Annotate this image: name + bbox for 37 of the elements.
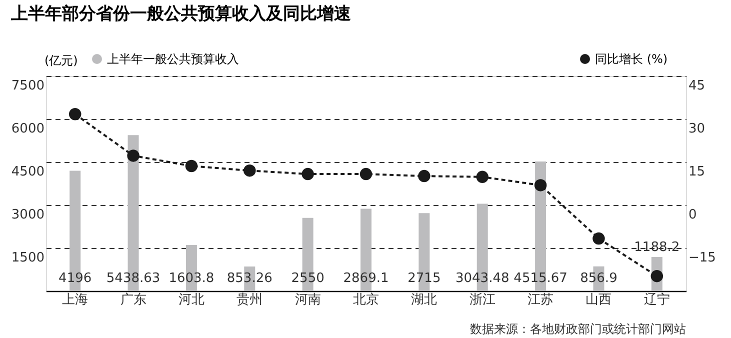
y2-tick-label: 45 — [688, 78, 706, 94]
data-label: 1603.8 — [168, 271, 214, 286]
data-label: 4196 — [58, 271, 92, 286]
y2-tick-label: −15 — [688, 250, 716, 266]
x-tick-label: 辽宁 — [644, 292, 670, 308]
data-label: 5438.63 — [106, 271, 160, 286]
x-tick-label: 河南 — [294, 292, 321, 308]
y2-tick-label: 0 — [688, 208, 697, 222]
data-label: 853.26 — [226, 271, 272, 286]
y-tick-label: 4500 — [11, 164, 44, 180]
x-tick-label: 河北 — [178, 292, 204, 308]
y-tick-label: 1500 — [11, 250, 44, 266]
data-label: 1188.2 — [634, 240, 680, 255]
source-note: 数据来源：各地财政部门或统计部门网站 — [470, 322, 686, 336]
x-tick-label: 山西 — [586, 292, 612, 308]
x-tick-label: 北京 — [353, 292, 379, 308]
data-label: 856.9 — [580, 271, 618, 286]
y-tick-label: 7500 — [11, 78, 44, 94]
x-tick-label: 上海 — [62, 292, 88, 308]
data-label: 4515.67 — [514, 271, 568, 286]
x-tick-label: 广东 — [120, 292, 146, 308]
data-label: 2715 — [408, 271, 441, 286]
x-tick-label: 贵州 — [236, 292, 263, 308]
legend-label: 同比增长 (%) — [595, 52, 668, 66]
y2-tick-label: 30 — [688, 122, 706, 136]
data-label: 2869.1 — [343, 271, 389, 286]
y-axis-title: (亿元) — [44, 54, 78, 68]
data-label: 2550 — [291, 271, 324, 286]
y-tick-label: 6000 — [11, 122, 44, 136]
x-tick-label: 湖北 — [411, 292, 438, 308]
y2-tick-label: 15 — [688, 164, 706, 180]
x-tick-label: 浙江 — [469, 292, 496, 308]
data-label: 3043.48 — [455, 271, 510, 286]
chart-title: 上半年部分省份一般公共预算收入及同比增速 — [10, 4, 351, 24]
y-tick-label: 3000 — [11, 208, 44, 222]
legend-label: 上半年一般公共预算收入 — [107, 52, 239, 66]
x-tick-label: 江苏 — [528, 292, 554, 308]
